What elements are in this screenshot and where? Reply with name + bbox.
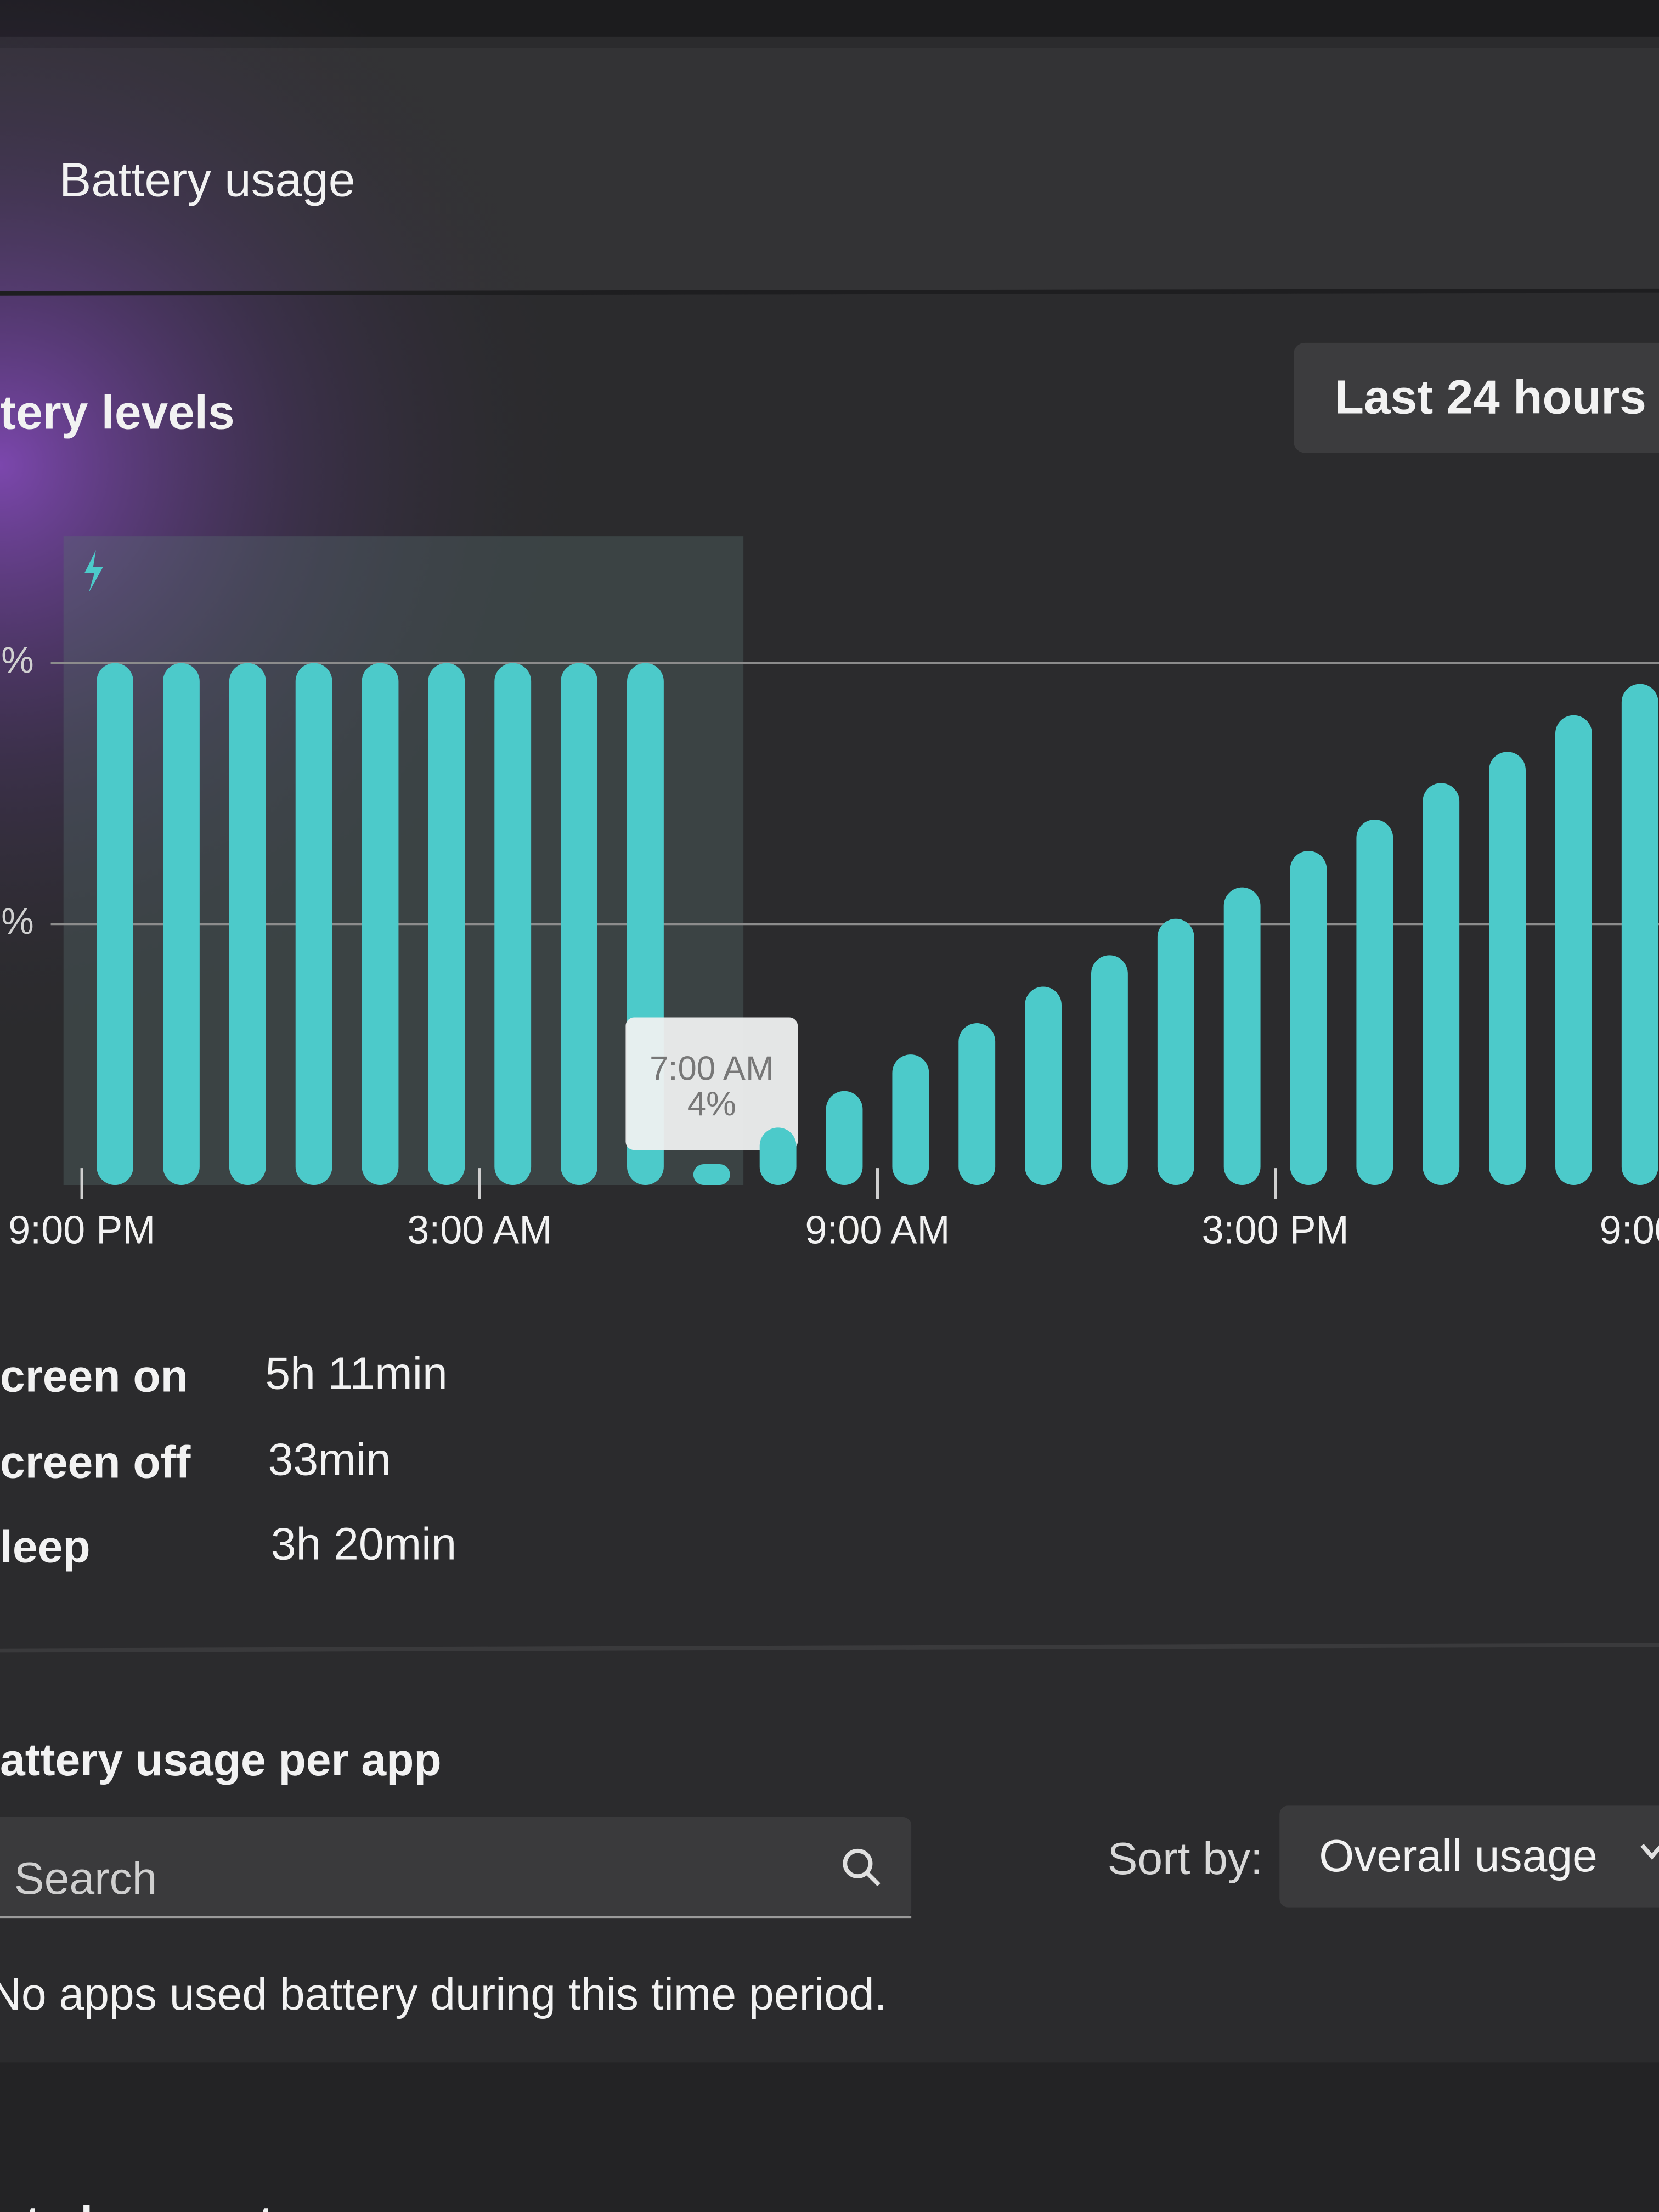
- sort-dropdown[interactable]: [1279, 1805, 1659, 1908]
- bar: [1290, 851, 1327, 1185]
- charging-icon: [84, 550, 103, 592]
- bar: [1157, 918, 1194, 1185]
- bar: [1025, 986, 1062, 1185]
- stat-label: creen off: [0, 1437, 191, 1487]
- stat-value: 5h 11min: [265, 1348, 447, 1398]
- x-tick-label: 9:00 PM: [8, 1208, 155, 1252]
- chart: 50% 100% 9:00 PM 3:00 AM 9:00 AM 3:00 PM 9:00 …: [0, 640, 1659, 1252]
- bar: [229, 663, 266, 1185]
- stat-label: leep: [0, 1522, 91, 1572]
- bar: [1489, 752, 1526, 1185]
- footer-heading: ated support: [0, 2198, 273, 2212]
- x-tick-label: 9:00 AM: [805, 1208, 950, 1252]
- divider: [0, 1643, 1659, 1653]
- stat-label: creen on: [0, 1352, 188, 1402]
- bar: [1356, 820, 1393, 1185]
- search-placeholder[interactable]: Search: [14, 1854, 157, 1904]
- x-tick-label: 9:00 PM: [1600, 1208, 1659, 1252]
- bar: [295, 663, 332, 1185]
- bar: [1621, 684, 1658, 1185]
- bar: [1091, 955, 1128, 1185]
- sort-label: Sort by:: [1108, 1834, 1263, 1884]
- chevron: [1640, 1843, 1659, 1860]
- chart-title: tery levels: [0, 386, 235, 439]
- bar: [428, 663, 465, 1185]
- bar: [1423, 783, 1460, 1185]
- bar: [561, 663, 597, 1185]
- stat-value: 33min: [268, 1435, 391, 1485]
- bar: [826, 1091, 863, 1185]
- sort-value[interactable]: Overall usage: [1319, 1831, 1598, 1881]
- empty-message: No apps used battery during this time pe…: [0, 1970, 887, 2019]
- bar: [362, 663, 399, 1185]
- bar: [892, 1054, 929, 1185]
- y-tick-label: 100%: [0, 640, 34, 681]
- period-label[interactable]: Last 24 hours: [1335, 370, 1646, 424]
- divider: [0, 288, 1659, 296]
- x-tick-label: 3:00 PM: [1202, 1208, 1349, 1252]
- bar: [1223, 887, 1261, 1185]
- bar: [1555, 715, 1592, 1185]
- tooltip-value: 4%: [687, 1085, 736, 1123]
- search-icon: [866, 1872, 881, 1887]
- bar: [958, 1023, 996, 1185]
- bar: [759, 1127, 797, 1185]
- tooltip: [625, 1017, 798, 1150]
- tooltip-title: 7:00 AM: [650, 1050, 774, 1088]
- y-tick-label: 50%: [0, 901, 34, 942]
- period-button[interactable]: [1294, 342, 1659, 453]
- lower-panel: [0, 2062, 1659, 2212]
- page-title: Battery usage: [59, 153, 355, 206]
- search-box[interactable]: [0, 1817, 912, 1919]
- x-tick-label: 3:00 AM: [407, 1208, 552, 1252]
- search-icon[interactable]: [843, 1848, 873, 1878]
- stat-value: 3h 20min: [271, 1520, 456, 1570]
- bar: [494, 663, 532, 1185]
- bar: [97, 663, 133, 1185]
- bar: [693, 1164, 730, 1185]
- section-title: attery usage per app: [0, 1735, 442, 1785]
- bar: [163, 663, 200, 1185]
